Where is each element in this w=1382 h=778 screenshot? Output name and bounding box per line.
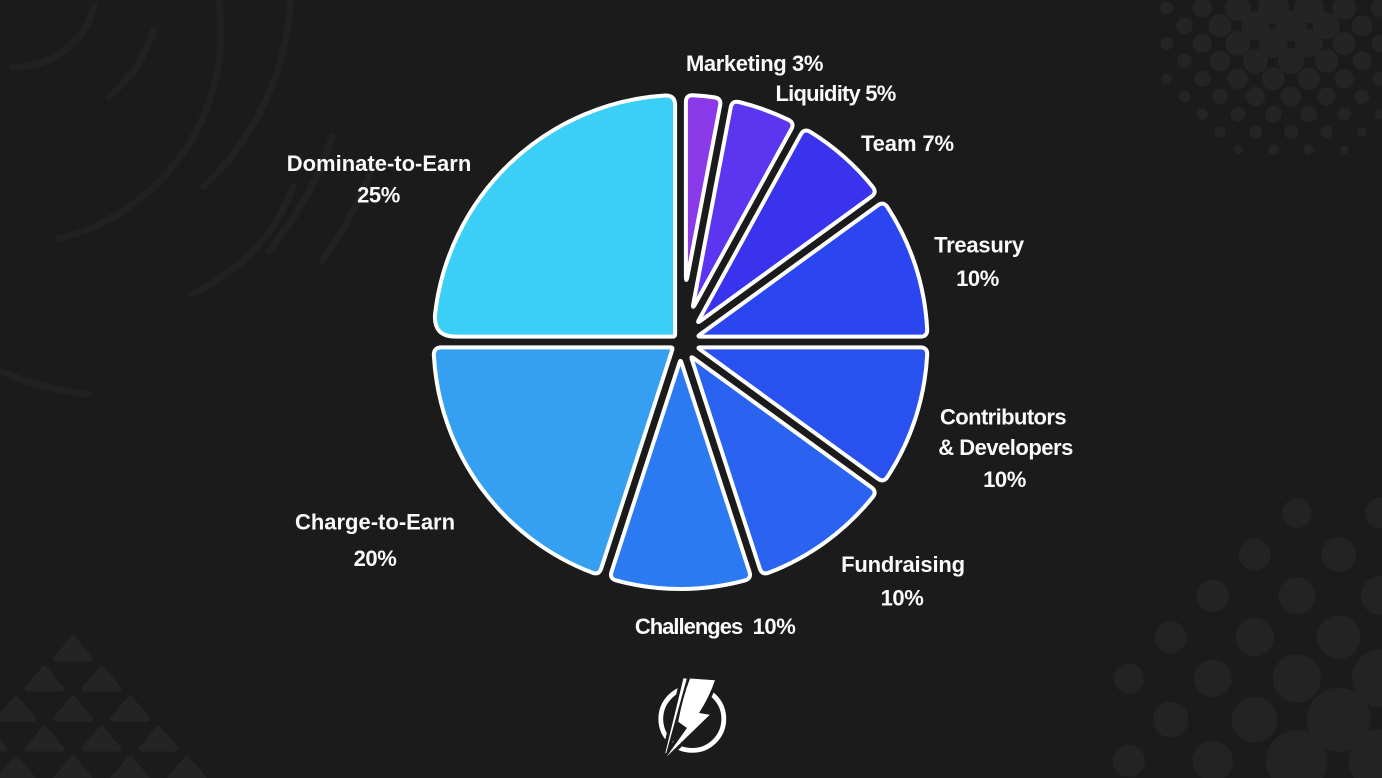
svg-text:10%: 10% <box>881 586 924 611</box>
svg-text:Team 7%: Team 7% <box>861 131 954 156</box>
svg-text:10%: 10% <box>753 614 796 639</box>
svg-text:25%: 25% <box>357 183 400 208</box>
svg-text:Fundraising: Fundraising <box>841 552 965 577</box>
svg-text:Marketing 3%: Marketing 3% <box>686 51 823 76</box>
svg-text:Contributors: Contributors <box>940 405 1066 430</box>
svg-text:& Developers: & Developers <box>938 435 1073 460</box>
svg-text:Charge-to-Earn: Charge-to-Earn <box>295 510 455 535</box>
svg-text:20%: 20% <box>354 546 397 571</box>
svg-text:10%: 10% <box>983 467 1026 492</box>
svg-text:10%: 10% <box>956 266 999 291</box>
svg-text:Treasury: Treasury <box>934 233 1025 258</box>
svg-text:Liquidity 5%: Liquidity 5% <box>776 81 896 106</box>
svg-text:Dominate-to-Earn: Dominate-to-Earn <box>287 151 472 176</box>
svg-text:Challenges: Challenges <box>635 614 743 639</box>
